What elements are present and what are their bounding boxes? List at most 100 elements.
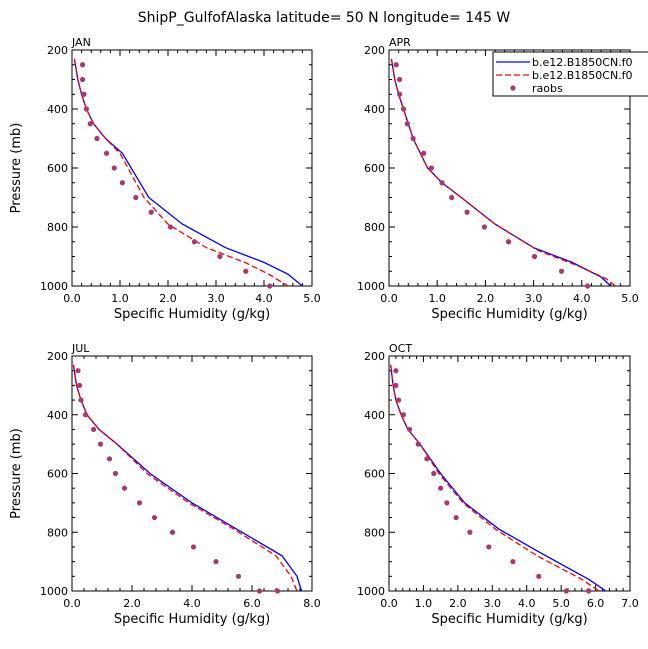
x-tick-label: 6.0 — [587, 597, 605, 610]
raobs-point — [103, 150, 110, 156]
x-tick-label: 3.0 — [484, 597, 502, 610]
raobs-point — [397, 91, 403, 97]
raobs-point — [91, 426, 97, 433]
series-raobs — [393, 62, 591, 289]
raobs-point — [243, 268, 249, 274]
series-line-dashed — [390, 364, 600, 592]
x-tick-label: 2.0 — [477, 292, 495, 305]
panel-title: OCT — [389, 342, 412, 355]
raobs-point — [106, 456, 113, 462]
series-line-dashed — [73, 58, 289, 287]
y-axis-label: Pressure (mb) — [9, 123, 24, 214]
panel-apr: APR 0.0 1.0 2.0 3.0 4.0 5.0 200 400 600 800 1000 Spe… — [357, 36, 639, 322]
y-tick-label: 600 — [47, 162, 68, 175]
panel-title: JAN — [71, 36, 91, 49]
y-tick-label: 1000 — [40, 280, 68, 293]
raobs-point — [415, 441, 421, 447]
raobs-point — [217, 253, 223, 260]
raobs-point — [431, 470, 437, 477]
raobs-point — [510, 559, 516, 565]
y-tick-label: 600 — [47, 468, 68, 481]
x-tick-label: 2.0 — [449, 597, 467, 610]
raobs-point — [191, 239, 197, 245]
y-tick-label: 600 — [364, 162, 385, 175]
y-tick-label: 200 — [47, 350, 68, 363]
series-line-solid — [73, 58, 303, 287]
y-tick-label: 400 — [364, 103, 385, 116]
y-tick-label: 1000 — [40, 585, 68, 598]
raobs-point — [87, 121, 93, 127]
raobs-point — [439, 180, 445, 186]
raobs-point — [79, 62, 86, 68]
raobs-point — [424, 456, 430, 462]
raobs-point — [393, 382, 399, 388]
raobs-point — [531, 253, 538, 260]
y-tick-label: 400 — [47, 409, 68, 422]
legend-label: b.e12.B1850CN.f0 — [532, 56, 633, 69]
x-tick-label: 5.0 — [621, 292, 639, 305]
raobs-point — [464, 209, 470, 215]
x-axis-label: Specific Humidity (g/kg) — [431, 307, 587, 322]
raobs-point — [404, 121, 410, 127]
series-raobs — [75, 368, 281, 594]
x-tick-label: 7.0 — [621, 597, 639, 610]
plot-frame — [71, 49, 313, 287]
raobs-point — [82, 412, 89, 418]
raobs-point — [586, 588, 592, 594]
panel-jan: JAN 0.0 1.0 2.0 3.0 4.0 5.0 200 400 600 800 1000 Spe… — [9, 36, 321, 322]
figure-title: ShipP_GulfofAlaska latitude= 50 N longit… — [138, 10, 511, 26]
legend-item: b.e12.B1850CN.f0 — [496, 56, 633, 69]
raobs-point — [486, 544, 492, 550]
raobs-point — [410, 135, 416, 142]
x-axis-label: Specific Humidity (g/kg) — [114, 612, 270, 627]
x-tick-label: 3.0 — [525, 292, 543, 305]
y-tick-label: 800 — [364, 526, 385, 539]
raobs-point — [94, 135, 100, 142]
y-tick-label: 1000 — [357, 585, 385, 598]
raobs-point — [112, 470, 119, 477]
raobs-point — [400, 412, 407, 418]
x-tick-label: 5.0 — [303, 292, 321, 305]
y-tick-label: 200 — [364, 350, 385, 363]
y-tick-label: 800 — [47, 221, 68, 234]
raobs-point — [133, 194, 139, 201]
raobs-point — [584, 283, 591, 289]
y-tick-label: 200 — [47, 44, 68, 57]
raobs-point — [428, 165, 435, 171]
x-tick-label: 3.0 — [207, 292, 225, 305]
raobs-point — [111, 165, 117, 171]
raobs-point — [190, 544, 197, 550]
raobs-point — [79, 76, 86, 83]
y-tick-label: 1000 — [357, 280, 385, 293]
x-tick-label: 6.0 — [243, 597, 261, 610]
raobs-point — [169, 529, 176, 535]
series-line-solid — [390, 364, 607, 592]
x-tick-label: 1.0 — [111, 292, 129, 305]
raobs-point — [400, 106, 407, 112]
raobs-point — [397, 76, 403, 83]
legend-item: raobs — [510, 82, 563, 95]
raobs-point — [213, 559, 219, 565]
plot-frame — [388, 355, 631, 592]
raobs-point — [81, 91, 87, 97]
x-tick-label: 1.0 — [428, 292, 446, 305]
y-tick-label: 600 — [364, 468, 385, 481]
raobs-point — [78, 397, 84, 403]
raobs-point — [97, 441, 104, 447]
raobs-point — [119, 180, 125, 186]
series-line-dashed — [72, 364, 298, 592]
legend-label: raobs — [532, 82, 563, 95]
panel-jul: JUL 0.0 2.0 4.0 6.0 8.0 200 400 600 800 1000 Specif… — [9, 342, 321, 627]
raobs-point — [167, 224, 173, 230]
series-raobs — [393, 368, 592, 594]
y-tick-label: 400 — [364, 409, 385, 422]
raobs-point — [453, 514, 459, 521]
raobs-point — [505, 239, 512, 245]
series-line-solid — [72, 364, 303, 592]
y-tick-label: 400 — [47, 103, 68, 116]
x-tick-label: 0.0 — [63, 292, 81, 305]
raobs-point — [76, 382, 83, 388]
x-axis-label: Specific Humidity (g/kg) — [431, 612, 587, 627]
panel-title: JUL — [71, 342, 90, 355]
